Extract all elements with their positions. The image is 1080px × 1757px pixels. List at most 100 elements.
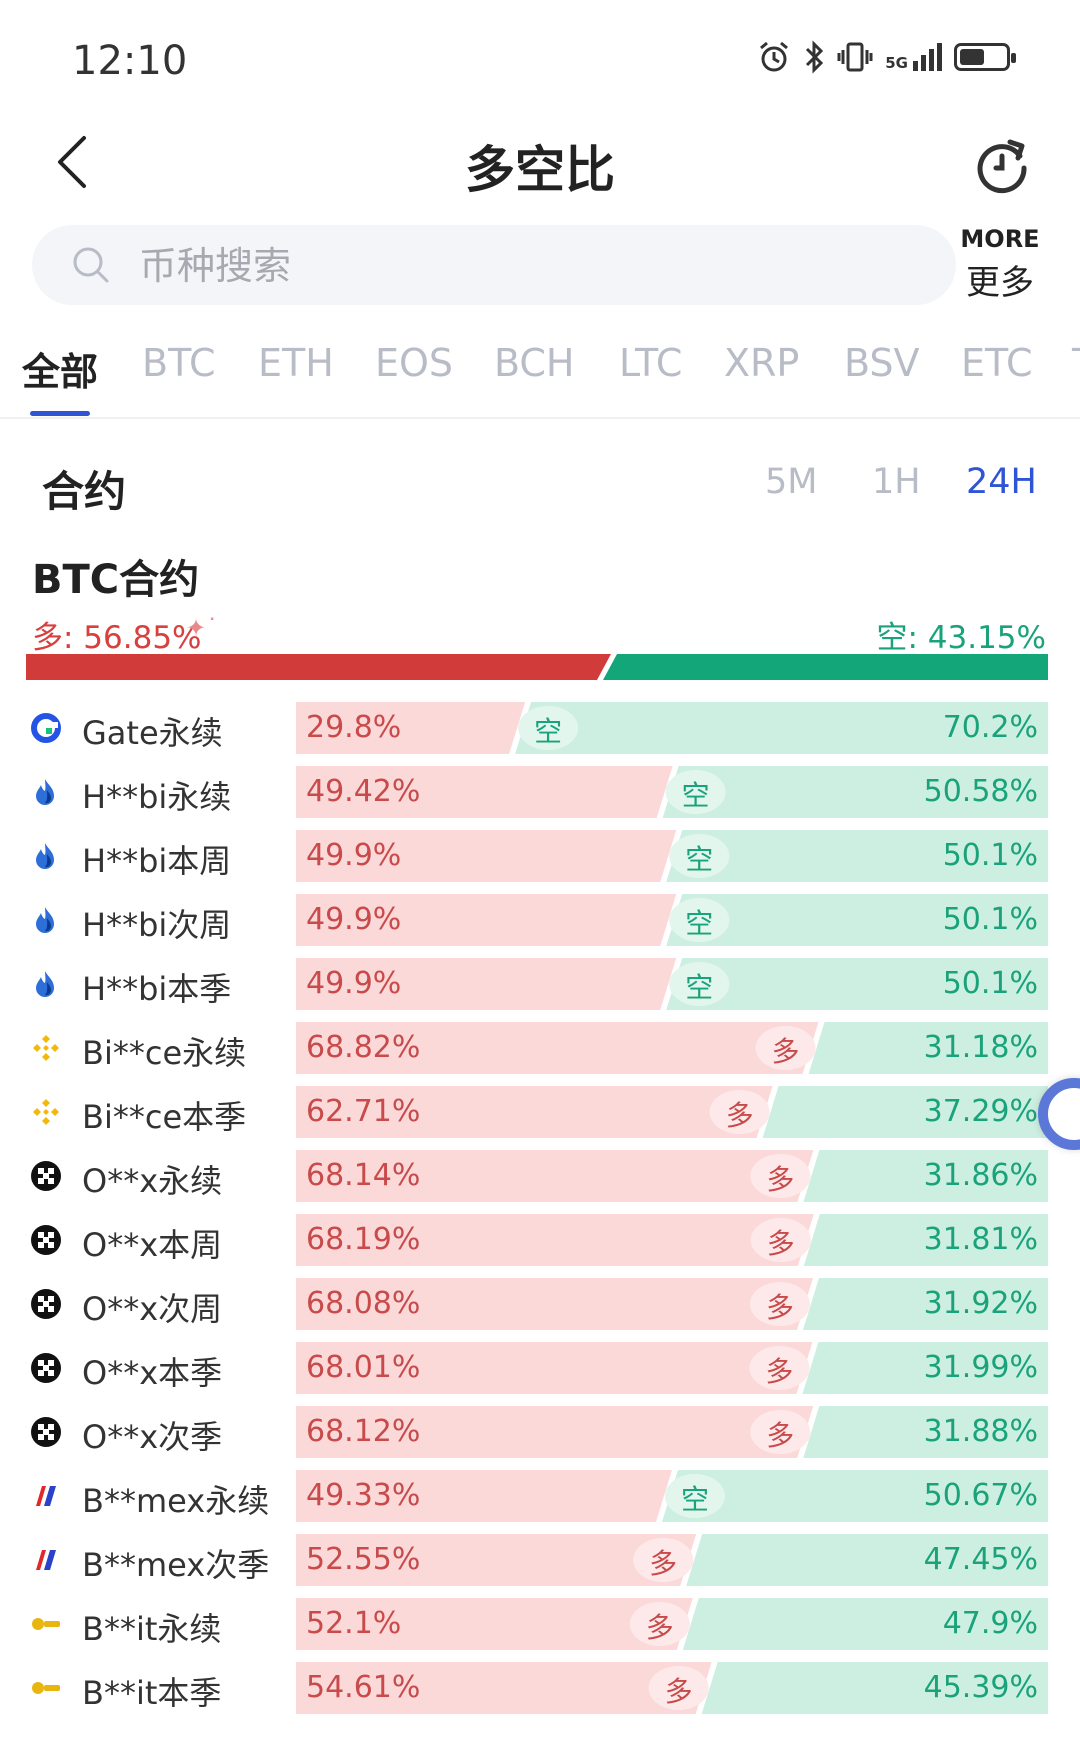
exchange-row[interactable]: O**x次周 多 68.08% 31.92% bbox=[0, 1278, 1080, 1330]
exchange-name: B**mex次季 bbox=[82, 1546, 270, 1584]
long-segment bbox=[296, 1598, 693, 1650]
long-value: 68.12% bbox=[306, 1414, 421, 1449]
tag-bubble bbox=[749, 1346, 810, 1390]
ratio-bar bbox=[296, 1406, 1048, 1458]
battery-icon bbox=[954, 43, 1016, 71]
ratio-tag: 多 bbox=[766, 1227, 795, 1260]
short-segment bbox=[701, 1662, 1048, 1714]
exchange-name: O**x本季 bbox=[82, 1354, 223, 1392]
exchange-row[interactable]: B**mex次季 多 52.55% 47.45% bbox=[0, 1534, 1080, 1586]
5g-signal-icon: 5G bbox=[885, 43, 942, 71]
bybit-logo bbox=[32, 1682, 60, 1694]
exchange-name: Gate永续 bbox=[82, 714, 223, 752]
bitmex-logo bbox=[36, 1486, 56, 1506]
ratio-bar bbox=[296, 830, 1048, 882]
ratio-tag: 多 bbox=[645, 1611, 674, 1644]
exchange-name: O**x永续 bbox=[82, 1162, 223, 1200]
exchange-row[interactable]: B**it本季 多 54.61% 45.39% bbox=[0, 1662, 1080, 1714]
exchange-name: B**mex永续 bbox=[82, 1482, 270, 1520]
short-value: 45.39% bbox=[923, 1670, 1038, 1705]
huobi-logo bbox=[36, 971, 54, 997]
tag-bubble bbox=[648, 1666, 709, 1710]
ratio-tag: 多 bbox=[664, 1675, 693, 1708]
ratio-bar bbox=[296, 1278, 1048, 1330]
long-value: 29.8% bbox=[306, 710, 402, 745]
gate-logo bbox=[31, 713, 61, 743]
exchange-name: O**x次季 bbox=[82, 1418, 223, 1456]
short-segment bbox=[803, 1406, 1048, 1458]
short-value: 50.1% bbox=[942, 902, 1038, 937]
ratio-bar bbox=[296, 1342, 1048, 1394]
status-bar: 12:10 5G bbox=[0, 0, 1080, 100]
long-value: 68.19% bbox=[306, 1222, 421, 1257]
tag-bubble bbox=[518, 706, 579, 750]
long-value: 68.08% bbox=[306, 1286, 421, 1321]
ratio-tag: 空 bbox=[685, 843, 714, 876]
exchange-row[interactable]: O**x本季 多 68.01% 31.99% bbox=[0, 1342, 1080, 1394]
tab-ltc[interactable]: LTC bbox=[619, 341, 683, 385]
long-segment bbox=[296, 1022, 819, 1074]
period-24h[interactable]: 24H bbox=[966, 462, 1037, 502]
exchange-row[interactable]: Bi**ce本季 多 62.71% 37.29% bbox=[0, 1086, 1080, 1138]
okx-logo bbox=[31, 1417, 61, 1447]
more-label-en: MORE bbox=[960, 225, 1040, 253]
refresh-icon[interactable] bbox=[972, 134, 1032, 194]
exchange-row[interactable]: O**x本周 多 68.19% 31.81% bbox=[0, 1214, 1080, 1266]
long-value: 49.9% bbox=[306, 902, 402, 937]
ratio-bar bbox=[296, 1470, 1048, 1522]
tab-t[interactable]: T bbox=[1072, 341, 1080, 385]
status-icons: 5G bbox=[757, 40, 1016, 74]
short-value: 50.67% bbox=[923, 1478, 1038, 1513]
long-segment bbox=[296, 1278, 813, 1330]
short-value: 47.9% bbox=[942, 1606, 1038, 1641]
exchange-row[interactable]: H**bi永续 空 49.42% 50.58% bbox=[0, 766, 1080, 818]
long-value: 54.61% bbox=[306, 1670, 421, 1705]
page-title: 多空比 bbox=[465, 141, 615, 199]
exchange-row[interactable]: H**bi本周 空 49.9% 50.1% bbox=[0, 830, 1080, 882]
tab-all[interactable]: 全部 bbox=[22, 350, 99, 394]
exchange-row[interactable]: O**x次季 多 68.12% 31.88% bbox=[0, 1406, 1080, 1458]
exchange-row[interactable]: Bi**ce永续 多 68.82% 31.18% bbox=[0, 1022, 1080, 1074]
exchange-row[interactable]: B**it永续 多 52.1% 47.9% bbox=[0, 1598, 1080, 1650]
search-input[interactable] bbox=[137, 235, 921, 297]
short-value: 31.92% bbox=[923, 1286, 1038, 1321]
chevron-left-icon[interactable] bbox=[52, 132, 92, 192]
tab-xrp[interactable]: XRP bbox=[724, 341, 800, 385]
tab-eos[interactable]: EOS bbox=[375, 341, 454, 385]
exchange-row[interactable]: B**mex永续 空 49.33% 50.67% bbox=[0, 1470, 1080, 1522]
short-segment bbox=[803, 1214, 1048, 1266]
long-ratio-label: 多: 56.85% bbox=[32, 620, 202, 656]
short-segment bbox=[762, 1086, 1048, 1138]
tab-bsv[interactable]: BSV bbox=[844, 341, 920, 385]
more-button[interactable]: MORE 更多 bbox=[950, 225, 1050, 304]
exchange-name: H**bi本季 bbox=[82, 970, 232, 1008]
period-1h[interactable]: 1H bbox=[872, 462, 921, 502]
ratio-bar bbox=[296, 958, 1048, 1010]
tag-bubble bbox=[750, 1410, 811, 1454]
long-segment bbox=[296, 894, 677, 946]
huobi-logo bbox=[36, 843, 54, 869]
long-value: 68.01% bbox=[306, 1350, 421, 1385]
tab-bch[interactable]: BCH bbox=[494, 341, 575, 385]
more-label-cn: 更多 bbox=[966, 263, 1034, 303]
long-value: 62.71% bbox=[306, 1094, 421, 1129]
search-icon bbox=[73, 247, 109, 283]
long-segment bbox=[296, 1214, 814, 1266]
period-5m[interactable]: 5M bbox=[765, 462, 818, 502]
exchange-row[interactable]: H**bi本季 空 49.9% 50.1% bbox=[0, 958, 1080, 1010]
tag-bubble bbox=[750, 1218, 811, 1262]
tab-etc[interactable]: ETC bbox=[961, 341, 1033, 385]
exchange-row[interactable]: O**x永续 多 68.14% 31.86% bbox=[0, 1150, 1080, 1202]
long-segment bbox=[296, 1086, 773, 1138]
long-value: 49.42% bbox=[306, 774, 421, 809]
exchange-row[interactable]: Gate永续 空 29.8% 70.2% bbox=[0, 702, 1080, 754]
short-segment bbox=[802, 1278, 1048, 1330]
tab-eth[interactable]: ETH bbox=[258, 341, 334, 385]
long-segment bbox=[296, 1534, 697, 1586]
ratio-tag: 空 bbox=[681, 779, 710, 812]
short-value: 31.86% bbox=[923, 1158, 1038, 1193]
short-segment bbox=[682, 1598, 1048, 1650]
exchange-row[interactable]: H**bi次周 空 49.9% 50.1% bbox=[0, 894, 1080, 946]
tab-btc[interactable]: BTC bbox=[142, 341, 216, 385]
short-value: 31.81% bbox=[923, 1222, 1038, 1257]
